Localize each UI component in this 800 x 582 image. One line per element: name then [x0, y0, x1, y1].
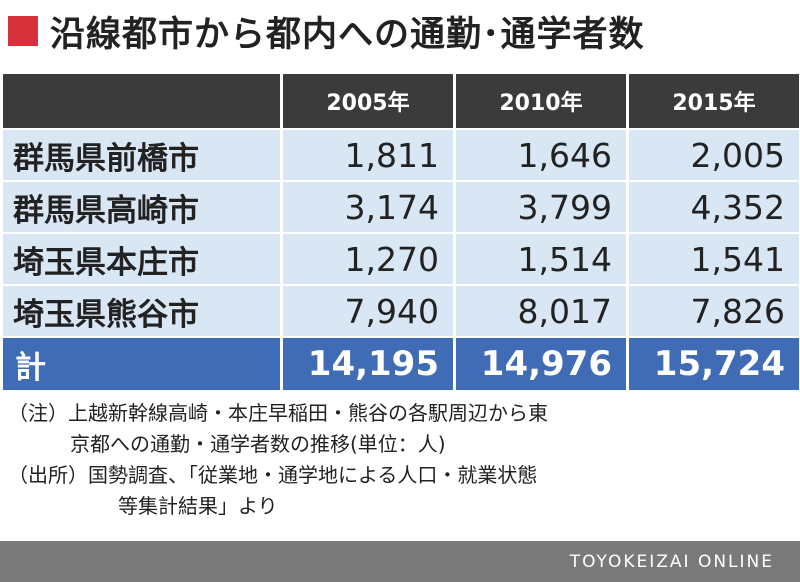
note-line: （注）上越新幹線高崎・本庄早稲田・熊谷の各駅周辺から東 [8, 401, 548, 425]
header-year-2005: 2005年 [283, 74, 453, 128]
row-city-label: 埼玉県本庄市 [3, 234, 280, 284]
header-corner [3, 74, 280, 128]
note-line: 京都への通勤・通学者数の推移(単位：人) [70, 432, 446, 456]
row-value-2005: 7,940 [283, 286, 453, 336]
source-line: （出所）国勢調査、「従業地・通学地による人口・就業状態 [8, 463, 538, 487]
row-value-2015: 2,005 [629, 130, 799, 180]
total-label: 計 [3, 338, 280, 390]
total-value-2015: 15,724 [629, 338, 799, 390]
row-city-label: 群馬県高崎市 [3, 182, 280, 232]
row-value-2005: 3,174 [283, 182, 453, 232]
table-row: 群馬県前橋市 1,811 1,646 2,005 [3, 130, 799, 180]
footer-credit: TOYOKEIZAI ONLINE [569, 551, 774, 572]
row-value-2010: 8,017 [456, 286, 626, 336]
table-row: 埼玉県本庄市 1,270 1,514 1,541 [3, 234, 799, 284]
page-title: 沿線都市から都内への通勤･通学者数 [50, 14, 645, 55]
commuter-table: 2005年 2010年 2015年 群馬県前橋市 1,811 1,646 2,0… [0, 72, 800, 392]
header-year-2010: 2010年 [456, 74, 626, 128]
row-value-2015: 4,352 [629, 182, 799, 232]
row-value-2015: 1,541 [629, 234, 799, 284]
header-year-2015: 2015年 [629, 74, 799, 128]
row-value-2005: 1,270 [283, 234, 453, 284]
source-line: 等集計結果」より [118, 494, 278, 518]
title-marker-square [8, 16, 38, 46]
row-value-2010: 3,799 [456, 182, 626, 232]
table-row: 埼玉県熊谷市 7,940 8,017 7,826 [3, 286, 799, 336]
row-city-label: 群馬県前橋市 [3, 130, 280, 180]
row-value-2005: 1,811 [283, 130, 453, 180]
table-row: 群馬県高崎市 3,174 3,799 4,352 [3, 182, 799, 232]
table-total-row: 計 14,195 14,976 15,724 [3, 338, 799, 390]
table-header-row: 2005年 2010年 2015年 [3, 74, 799, 128]
row-value-2015: 7,826 [629, 286, 799, 336]
row-value-2010: 1,514 [456, 234, 626, 284]
footer-bar: TOYOKEIZAI ONLINE [0, 541, 800, 582]
title-bar: 沿線都市から都内への通勤･通学者数 [0, 0, 800, 62]
total-value-2005: 14,195 [283, 338, 453, 390]
row-value-2010: 1,646 [456, 130, 626, 180]
footnotes: （注）上越新幹線高崎・本庄早稲田・熊谷の各駅周辺から東 京都への通勤・通学者数の… [0, 398, 800, 522]
row-city-label: 埼玉県熊谷市 [3, 286, 280, 336]
total-value-2010: 14,976 [456, 338, 626, 390]
